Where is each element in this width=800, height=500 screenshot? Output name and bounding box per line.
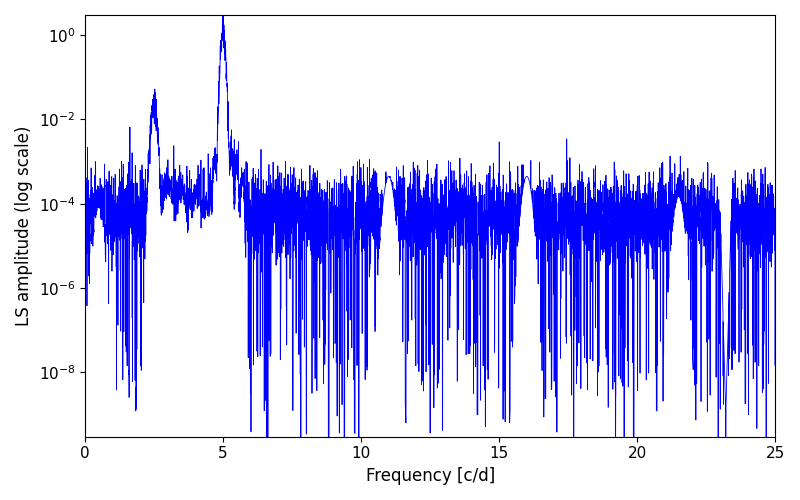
Y-axis label: LS amplitude (log scale): LS amplitude (log scale) <box>15 126 33 326</box>
X-axis label: Frequency [c/d]: Frequency [c/d] <box>366 467 494 485</box>
